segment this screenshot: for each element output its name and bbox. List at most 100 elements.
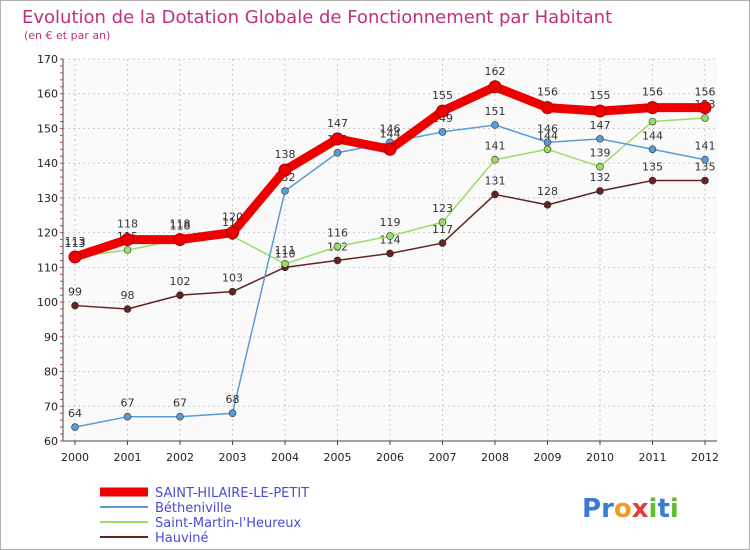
data-point bbox=[228, 409, 237, 418]
data-label: 144 bbox=[380, 127, 401, 140]
brand-text: Proxiti bbox=[582, 494, 679, 524]
data-point bbox=[228, 287, 237, 296]
y-tick-label: 150 bbox=[37, 122, 58, 135]
data-label: 156 bbox=[695, 86, 716, 99]
data-label: 68 bbox=[226, 393, 240, 406]
data-label: 144 bbox=[537, 129, 558, 142]
x-tick-label: 2003 bbox=[219, 451, 247, 464]
data-point bbox=[331, 132, 344, 146]
data-point bbox=[648, 145, 657, 154]
x-tick-label: 2002 bbox=[166, 451, 194, 464]
x-tick-label: 2007 bbox=[429, 451, 457, 464]
data-label: 120 bbox=[222, 211, 243, 224]
data-point bbox=[123, 305, 132, 313]
y-tick-label: 80 bbox=[44, 366, 58, 379]
data-point bbox=[123, 412, 132, 421]
data-label: 132 bbox=[590, 171, 611, 184]
x-tick-label: 2009 bbox=[534, 451, 562, 464]
data-point bbox=[383, 142, 397, 156]
data-label: 156 bbox=[537, 86, 558, 99]
data-point bbox=[491, 155, 499, 164]
x-tick-label: 2008 bbox=[481, 451, 509, 464]
data-label: 111 bbox=[275, 244, 296, 257]
y-tick-label: 100 bbox=[37, 296, 58, 309]
data-label: 139 bbox=[590, 147, 611, 160]
chart-title: Evolution de la Dotation Globale de Fonc… bbox=[22, 7, 612, 28]
data-label: 147 bbox=[327, 117, 348, 130]
data-point bbox=[596, 162, 604, 171]
data-label: 118 bbox=[170, 218, 191, 231]
data-point bbox=[386, 232, 394, 240]
data-point bbox=[281, 187, 289, 195]
data-label: 67 bbox=[173, 397, 187, 410]
y-tick-label: 60 bbox=[44, 435, 58, 448]
data-point bbox=[278, 163, 292, 177]
data-label: 113 bbox=[65, 235, 86, 248]
data-point bbox=[491, 190, 499, 199]
data-point bbox=[541, 101, 554, 115]
data-point bbox=[438, 218, 447, 227]
data-point bbox=[593, 104, 607, 118]
data-label: 141 bbox=[695, 140, 716, 153]
data-point bbox=[281, 260, 289, 268]
x-tick-label: 2012 bbox=[691, 451, 719, 464]
data-label: 118 bbox=[170, 220, 191, 233]
data-point bbox=[438, 128, 447, 136]
legend-label: Hauviné bbox=[155, 531, 209, 546]
brand-letter: i bbox=[670, 494, 679, 524]
data-label: 123 bbox=[432, 202, 453, 215]
x-tick-label: 2006 bbox=[376, 451, 404, 464]
brand-letter: x bbox=[632, 494, 649, 524]
data-label: 99 bbox=[68, 286, 82, 299]
data-label: 118 bbox=[117, 218, 138, 231]
data-label: 146 bbox=[380, 122, 401, 135]
data-point bbox=[596, 135, 604, 143]
brand-letter: P bbox=[582, 494, 601, 524]
data-point bbox=[596, 187, 604, 195]
data-label: 146 bbox=[537, 122, 558, 135]
data-point bbox=[71, 423, 79, 431]
data-label: 98 bbox=[121, 289, 135, 302]
series-0: 113 118 118 120 138 147 144 155 162 156 155 156 156 bbox=[65, 65, 716, 264]
data-point bbox=[386, 249, 394, 258]
data-point bbox=[123, 246, 132, 254]
y-tick-label: 140 bbox=[37, 157, 58, 170]
x-tick-label: 2000 bbox=[61, 451, 89, 464]
legend-label: Saint-Martin-l'Heureux bbox=[155, 516, 302, 531]
data-point bbox=[648, 117, 657, 126]
data-label: 110 bbox=[275, 247, 296, 260]
legend-label: Bétheniville bbox=[155, 501, 232, 516]
data-label: 162 bbox=[485, 65, 506, 78]
data-label: 151 bbox=[485, 105, 506, 118]
data-label: 119 bbox=[380, 216, 401, 229]
x-tick-label: 2005 bbox=[324, 451, 352, 464]
data-point bbox=[176, 412, 184, 421]
data-label: 155 bbox=[432, 89, 453, 102]
brand-letter: r bbox=[601, 494, 614, 524]
brand-letter: i bbox=[649, 494, 658, 524]
data-point bbox=[698, 101, 712, 115]
data-point bbox=[333, 256, 342, 265]
data-point bbox=[648, 176, 657, 185]
data-point bbox=[333, 242, 342, 251]
legend-label: SAINT-HILAIRE-LE-PETIT bbox=[155, 486, 309, 501]
chart-subtitle: (en € et par an) bbox=[24, 29, 110, 42]
plot-area: 60 70 80 90 100 110 120 130 140 150 160 170 2000 2001… bbox=[37, 53, 719, 464]
data-point bbox=[543, 138, 552, 147]
y-tick-label: 70 bbox=[44, 400, 58, 413]
data-point bbox=[491, 121, 499, 129]
brand-letter: o bbox=[614, 494, 632, 524]
y-tick-label: 90 bbox=[44, 331, 58, 344]
data-point bbox=[488, 80, 502, 94]
data-point bbox=[436, 104, 449, 118]
data-point bbox=[333, 148, 342, 157]
data-point bbox=[543, 201, 552, 209]
data-point bbox=[121, 233, 134, 247]
y-tick-label: 170 bbox=[37, 53, 58, 66]
data-point bbox=[701, 114, 709, 122]
data-point bbox=[226, 226, 239, 240]
data-point bbox=[543, 145, 552, 154]
x-tick-label: 2011 bbox=[639, 451, 667, 464]
data-label: 155 bbox=[590, 89, 611, 102]
